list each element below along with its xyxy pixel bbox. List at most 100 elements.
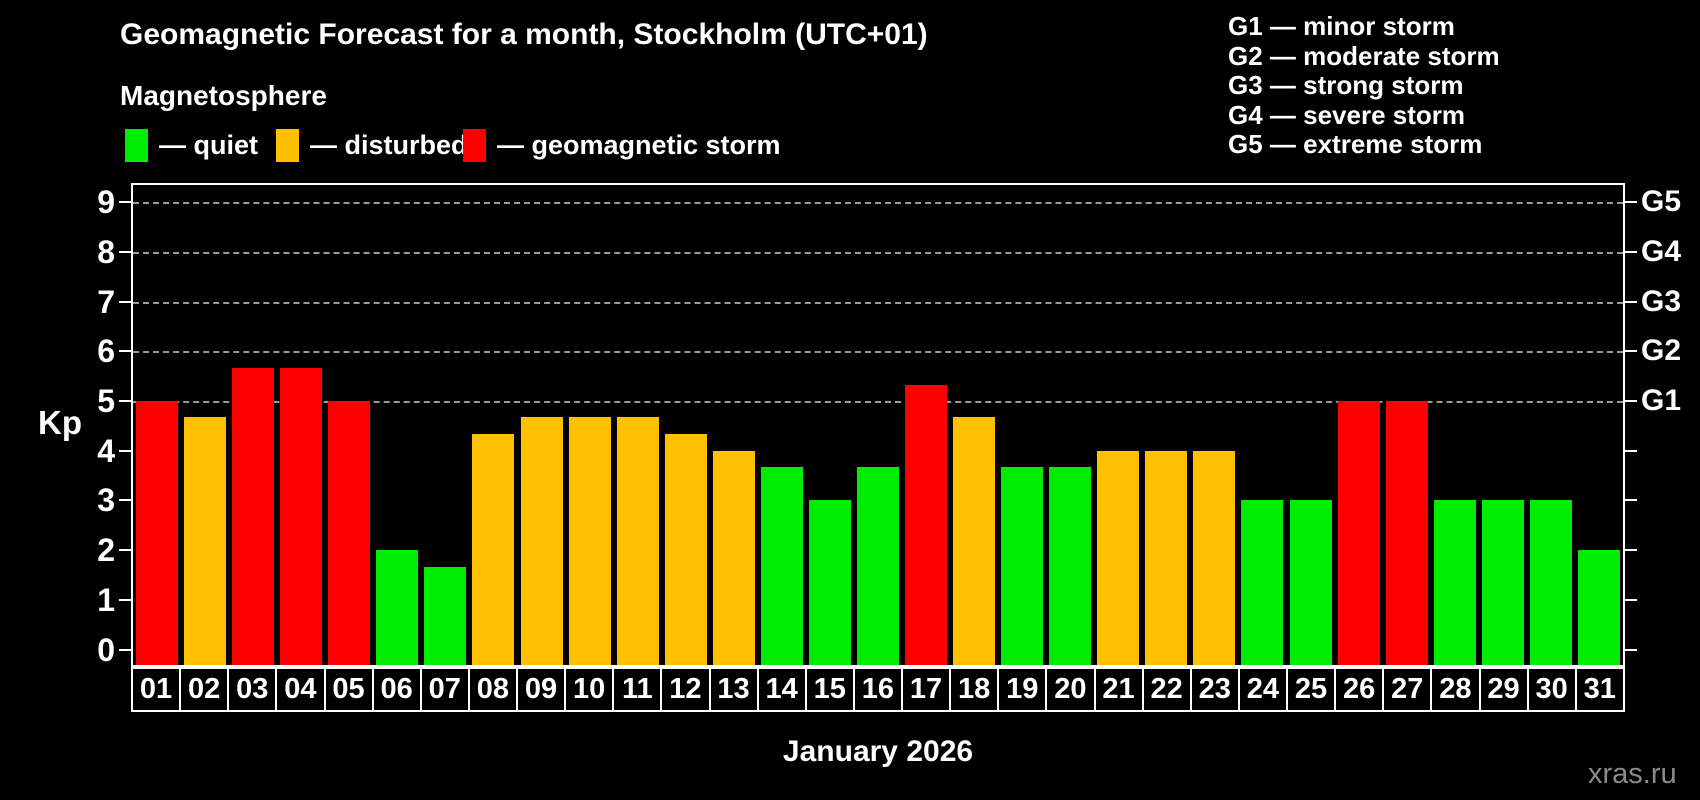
right-tick-kp9	[1625, 201, 1637, 204]
y-tick-label-0: 0	[97, 631, 115, 668]
y-tick-label-1: 1	[97, 581, 115, 618]
day-label-14: 14	[756, 667, 807, 712]
kp-bar-day-25-quiet	[1289, 500, 1332, 665]
kp-bar-day-04-storm	[280, 367, 323, 665]
bar-column-day-09	[518, 185, 566, 665]
day-label-07: 07	[419, 667, 470, 712]
day-label-18: 18	[949, 667, 1000, 712]
kp-bar-day-08-disturbed	[472, 434, 515, 665]
day-label-23: 23	[1189, 667, 1240, 712]
kp-bar-day-18-disturbed	[953, 417, 996, 665]
kp-bar-day-16-quiet	[856, 467, 899, 665]
day-label-05: 05	[323, 667, 374, 712]
magnetosphere-subtitle: Magnetosphere	[120, 80, 327, 111]
right-tick-kp0	[1625, 648, 1637, 651]
kp-bar-day-19-quiet	[1001, 467, 1044, 665]
day-label-30: 30	[1526, 667, 1577, 712]
day-label-31: 31	[1574, 667, 1625, 712]
kp-bar-day-26-storm	[1337, 401, 1380, 665]
day-label-13: 13	[708, 667, 759, 712]
left-tick-kp0	[119, 648, 131, 651]
kp-bar-day-17-storm	[905, 384, 948, 665]
legend-label-disturbed: — disturbed	[310, 130, 468, 160]
bar-column-day-10	[566, 185, 614, 665]
day-label-10: 10	[564, 667, 615, 712]
bar-column-day-30	[1527, 185, 1575, 665]
bar-column-day-05	[325, 185, 373, 665]
day-label-04: 04	[275, 667, 326, 712]
bar-column-day-17	[902, 185, 950, 665]
quiet-swatch-icon	[125, 129, 148, 162]
y-tick-label-3: 3	[97, 482, 115, 519]
bars-container	[133, 185, 1623, 665]
bar-column-day-19	[998, 185, 1046, 665]
watermark-xras-ru: xras.ru	[1588, 758, 1677, 790]
y-tick-label-5: 5	[97, 383, 115, 419]
left-tick-kp1	[119, 598, 131, 601]
bar-column-day-12	[662, 185, 710, 665]
g-legend-line-2: G2 — moderate storm	[1228, 40, 1500, 71]
day-label-17: 17	[901, 667, 952, 712]
bar-column-day-20	[1046, 185, 1094, 665]
kp-bar-day-24-quiet	[1241, 500, 1284, 665]
gridline-kp9	[133, 202, 1623, 205]
right-axis-label-g4: G4	[1641, 234, 1682, 268]
bar-column-day-01	[133, 185, 181, 665]
bar-column-day-18	[950, 185, 998, 665]
day-label-02: 02	[179, 667, 230, 712]
left-tick-kp4	[119, 449, 131, 452]
legend-item-storm: — geomagnetic storm	[463, 129, 781, 162]
legend-label-storm: — geomagnetic storm	[497, 130, 781, 160]
day-label-29: 29	[1478, 667, 1529, 712]
y-axis-label-kp: Kp	[38, 404, 82, 441]
left-tick-kp9	[119, 201, 131, 204]
x-axis-day-labels: 01 02 03 04 05 06 07 08 09 10 11 12 13 14 15 16 17 18 19 20…	[131, 667, 1625, 712]
right-axis-label-g3: G3	[1641, 284, 1682, 318]
day-label-06: 06	[371, 667, 422, 712]
right-tick-kp7	[1625, 300, 1637, 303]
kp-bar-day-12-disturbed	[664, 434, 707, 665]
y-tick-label-7: 7	[97, 283, 115, 320]
kp-bar-day-06-quiet	[376, 550, 419, 665]
status-legend: — quiet — disturbed — geomagnetic storm	[0, 129, 1700, 165]
g-legend-line-3: G3 — strong storm	[1228, 70, 1464, 100]
left-tick-kp8	[119, 250, 131, 253]
gridline-kp8	[133, 251, 1623, 254]
bar-column-day-21	[1094, 185, 1142, 665]
bar-column-day-08	[469, 185, 517, 665]
y-tick-label-8: 8	[97, 233, 115, 270]
left-tick-kp2	[119, 549, 131, 552]
bar-column-day-26	[1335, 185, 1383, 665]
day-label-20: 20	[1045, 667, 1096, 712]
right-tick-kp1	[1625, 598, 1637, 601]
day-label-11: 11	[612, 667, 663, 712]
right-axis-label-g2: G2	[1641, 334, 1682, 368]
left-tick-kp7	[119, 300, 131, 303]
g-scale-legend: G1 — minor storm G2 — moderate storm G3 — …	[1228, 11, 1500, 160]
day-label-26: 26	[1334, 667, 1385, 712]
bar-column-day-14	[758, 185, 806, 665]
bar-column-day-31	[1575, 185, 1623, 665]
bar-column-day-02	[181, 185, 229, 665]
right-tick-kp5	[1625, 400, 1637, 402]
kp-bar-day-31-quiet	[1577, 550, 1620, 665]
day-label-12: 12	[660, 667, 711, 712]
day-label-08: 08	[467, 667, 518, 712]
right-axis-label-g5: G5	[1641, 185, 1682, 219]
page-title: Geomagnetic Forecast for a month, Stockh…	[120, 18, 928, 51]
kp-bar-chart-plot-area	[131, 183, 1625, 667]
bar-column-day-03	[229, 185, 277, 665]
day-label-01: 01	[131, 667, 182, 712]
g-legend-line-5: G5 — extreme storm	[1228, 129, 1483, 159]
storm-swatch-icon	[463, 129, 486, 162]
legend-label-quiet: — quiet	[159, 130, 258, 160]
legend-item-quiet: — quiet	[125, 129, 258, 162]
right-tick-kp4	[1625, 449, 1637, 452]
bar-column-day-13	[710, 185, 758, 665]
bar-column-day-24	[1238, 185, 1286, 665]
bar-column-day-11	[614, 185, 662, 665]
y-tick-label-9: 9	[97, 184, 115, 221]
day-label-24: 24	[1237, 667, 1288, 712]
right-tick-kp6	[1625, 350, 1637, 353]
kp-bar-day-07-quiet	[424, 566, 467, 665]
